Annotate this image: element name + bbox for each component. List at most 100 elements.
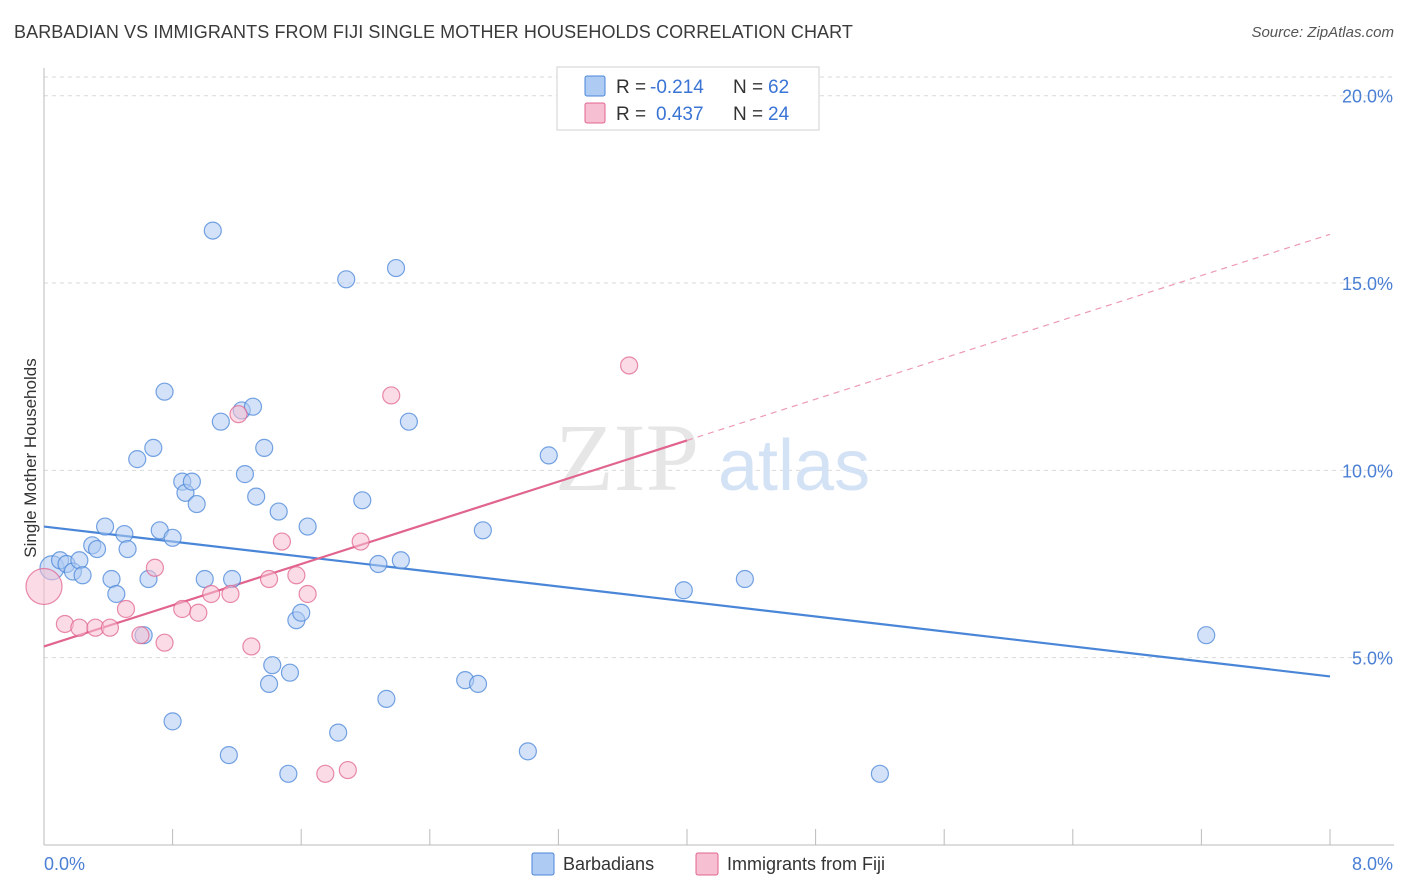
point-fiji-21 <box>351 532 370 551</box>
chart-title: BARBADIAN VS IMMIGRANTS FROM FIJI SINGLE… <box>14 22 854 42</box>
bottom-legend-label-barbadians: Barbadians <box>563 854 654 874</box>
bottom-legend-label-fiji: Immigrants from Fiji <box>727 854 885 874</box>
point-barbadians-58 <box>870 764 890 783</box>
point-barbadians-56 <box>674 581 693 600</box>
trend-line-barbadians <box>43 525 1331 678</box>
point-barbadians-10 <box>107 584 126 604</box>
point-barbadians-44 <box>337 270 356 289</box>
point-fiji-8 <box>155 633 174 652</box>
legend-n-label-barbadians: N = <box>733 77 763 98</box>
point-fiji-23 <box>620 356 639 375</box>
legend-swatch-barbadians <box>584 75 606 97</box>
y-tick-label-0: 5.0% <box>1352 649 1393 669</box>
bottom-legend: Barbadians Immigrants from Fiji <box>531 852 885 876</box>
point-barbadians-43 <box>329 723 348 742</box>
point-barbadians-33 <box>247 487 266 506</box>
point-barbadians-11 <box>115 524 134 544</box>
point-barbadians-59 <box>1197 626 1216 645</box>
grid-lines <box>44 76 1394 659</box>
point-barbadians-23 <box>182 472 201 491</box>
point-fiji-5 <box>116 599 136 619</box>
point-barbadians-35 <box>259 674 279 694</box>
trend-line-fiji-extension <box>686 233 1331 441</box>
point-barbadians-26 <box>203 221 222 240</box>
point-barbadians-28 <box>219 745 238 765</box>
point-fiji-13 <box>229 405 248 424</box>
point-barbadians-36 <box>263 656 282 675</box>
point-barbadians-24 <box>187 494 206 514</box>
point-barbadians-7 <box>87 539 107 559</box>
point-fiji-7 <box>145 558 165 577</box>
point-fiji-22 <box>382 386 401 405</box>
point-barbadians-45 <box>353 491 372 510</box>
legend-r-value-fiji: 0.437 <box>656 104 704 125</box>
point-barbadians-39 <box>280 663 300 682</box>
x-tick-labels: 0.0% 8.0% <box>44 854 1393 874</box>
point-barbadians-55 <box>539 446 558 465</box>
point-barbadians-4 <box>70 551 89 570</box>
legend-n-label-fiji: N = <box>733 104 763 125</box>
point-barbadians-29 <box>222 569 242 589</box>
point-barbadians-37 <box>269 502 288 521</box>
point-fiji-15 <box>259 569 279 589</box>
point-barbadians-19 <box>163 528 182 547</box>
legend-n-value-fiji: 24 <box>768 104 790 125</box>
point-barbadians-41 <box>292 603 311 622</box>
legend-r-value-barbadians: -0.214 <box>650 77 704 98</box>
point-fiji-6 <box>131 626 150 645</box>
x-tick-label-0: 0.0% <box>44 854 85 874</box>
point-fiji-17 <box>287 566 306 585</box>
bottom-legend-swatch-fiji <box>695 852 719 876</box>
point-fiji-20 <box>338 760 357 780</box>
y-tick-label-2: 15.0% <box>1342 274 1393 294</box>
point-barbadians-34 <box>255 438 274 457</box>
point-fiji-10 <box>189 603 208 622</box>
point-barbadians-31 <box>235 465 255 484</box>
legend-r-label-fiji: R = <box>616 104 646 125</box>
y-tick-label-3: 20.0% <box>1342 87 1393 107</box>
source-label: Source: ZipAtlas.com <box>1251 24 1394 41</box>
legend-swatch-fiji <box>584 102 606 124</box>
top-legend: R = -0.214 N = 62 R = 0.437 N = 24 <box>556 66 820 131</box>
point-fiji-11 <box>202 584 221 604</box>
point-fiji-16 <box>272 532 292 551</box>
data-points <box>25 221 1216 783</box>
point-barbadians-25 <box>195 569 214 589</box>
point-barbadians-8 <box>95 517 115 536</box>
point-barbadians-38 <box>279 764 298 783</box>
point-barbadians-48 <box>386 258 406 278</box>
watermark-zip: ZIP <box>555 404 699 511</box>
point-barbadians-52 <box>468 674 488 694</box>
legend-n-value-barbadians: 62 <box>768 77 789 98</box>
legend-r-label-barbadians: R = <box>616 77 646 98</box>
x-tick-label-1: 8.0% <box>1352 854 1393 874</box>
point-fiji-18 <box>298 584 317 604</box>
point-fiji-4 <box>100 618 120 637</box>
point-barbadians-54 <box>518 742 537 761</box>
point-barbadians-42 <box>298 517 317 536</box>
point-barbadians-18 <box>155 382 174 401</box>
point-barbadians-9 <box>102 569 121 589</box>
axes <box>43 68 1394 846</box>
point-barbadians-12 <box>118 539 137 559</box>
point-barbadians-20 <box>163 712 182 731</box>
watermark: ZIP atlas <box>555 404 870 511</box>
point-barbadians-16 <box>144 438 163 457</box>
y-tick-labels: 5.0% 10.0% 15.0% 20.0% <box>1342 87 1393 669</box>
watermark-atlas: atlas <box>718 426 870 506</box>
point-fiji-19 <box>316 764 335 783</box>
point-fiji-14 <box>242 637 261 656</box>
point-barbadians-5 <box>73 566 92 585</box>
point-barbadians-27 <box>211 412 230 431</box>
point-barbadians-46 <box>369 554 388 574</box>
point-barbadians-47 <box>377 689 396 708</box>
point-barbadians-32 <box>243 397 263 416</box>
y-tick-label-1: 10.0% <box>1342 461 1393 481</box>
point-barbadians-49 <box>391 551 410 570</box>
point-fiji-2 <box>70 618 89 637</box>
point-barbadians-13 <box>128 450 147 469</box>
point-fiji-9 <box>173 599 192 619</box>
point-barbadians-53 <box>473 521 492 540</box>
point-barbadians-50 <box>399 412 419 431</box>
